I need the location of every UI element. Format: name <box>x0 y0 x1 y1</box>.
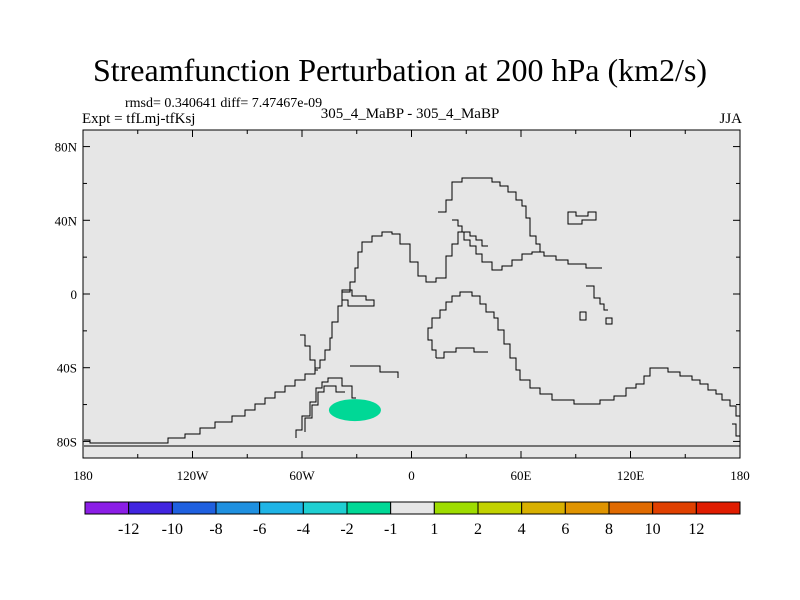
lon-tick-label: 180 <box>73 468 93 483</box>
colorbar-swatch <box>259 501 304 515</box>
colorbar-label: 6 <box>561 521 569 538</box>
colorbar-label: -1 <box>384 521 397 538</box>
coastline-ridge-mid <box>350 365 399 378</box>
coastline-islands-north <box>438 177 541 252</box>
colorbar-swatch <box>652 501 697 515</box>
coastline-islet-b <box>605 317 613 325</box>
colorbar-swatch <box>84 501 130 515</box>
colorbar-label: 8 <box>605 521 613 538</box>
coastline-islet-a <box>579 311 587 321</box>
lon-tick-label: 180 <box>730 468 750 483</box>
colorbar-swatch <box>215 501 261 515</box>
lon-tick-label: 0 <box>408 468 415 483</box>
coastline-ridge-west <box>300 334 318 371</box>
colorbar-label: -10 <box>162 521 183 538</box>
stats-label: rmsd= 0.340641 diff= 7.47467e-09 <box>125 96 323 111</box>
colorbar-swatch <box>128 501 173 515</box>
axis-ticks <box>82 130 741 458</box>
colorbar-swatch <box>477 501 523 515</box>
map-frame <box>82 129 741 459</box>
colorbar-label: 12 <box>688 521 704 538</box>
lat-tick-label: 40S <box>57 361 77 376</box>
colorbar-swatch <box>521 501 566 515</box>
coastline-arc <box>427 291 740 417</box>
coastlines <box>84 177 740 447</box>
lat-tick-label: 40N <box>55 213 78 228</box>
colorbar-label: -12 <box>118 521 139 538</box>
colorbar-label: 1 <box>430 521 438 538</box>
experiment-label: Expt = tfLmj-tfKsj <box>82 111 196 127</box>
coastline-lake <box>341 289 375 307</box>
colorbar-swatch <box>695 501 741 515</box>
coastline-ridge-link <box>436 347 488 359</box>
colorbar-label: 10 <box>645 521 661 538</box>
coastline-inner-north <box>452 219 488 247</box>
coastline-interior <box>295 377 356 438</box>
coastline-east-strait <box>586 285 608 311</box>
colorbar-label: -4 <box>297 521 310 538</box>
chart-title: Streamfunction Perturbation at 200 hPa (… <box>92 52 708 88</box>
colorbar-label: -2 <box>340 521 353 538</box>
colorbar-labels: -12 -10 -8 -6 -4 -2 -1 1 2 4 6 8 10 12 <box>118 521 704 538</box>
colorbar-swatch <box>390 501 435 515</box>
anomaly-contour <box>328 399 381 422</box>
colorbar-label: 4 <box>518 521 526 538</box>
colorbar-label: -8 <box>209 521 222 538</box>
colorbar-label: -6 <box>253 521 266 538</box>
lon-tick-label: 120E <box>617 468 645 483</box>
colorbar-swatch <box>346 501 392 515</box>
comparison-label: 305_4_MaBP - 305_4_MaBP <box>320 106 500 122</box>
coastline-south-rim <box>84 231 602 444</box>
lat-tick-label: 0 <box>71 287 78 302</box>
colorbar-swatch <box>564 501 610 515</box>
lon-tick-label: 120W <box>177 468 210 483</box>
latitude-labels: 80N 40N 0 40S 80S <box>55 140 78 450</box>
coastline-corner-east <box>732 423 740 437</box>
lon-tick-label: 60E <box>511 468 532 483</box>
lon-tick-label: 60W <box>289 468 315 483</box>
lat-tick-label: 80S <box>57 434 77 449</box>
colorbar-label: 2 <box>474 521 482 538</box>
colorbar <box>84 501 741 515</box>
longitude-labels: 180 120W 60W 0 60E 120E 180 <box>73 468 750 483</box>
season-label: JJA <box>719 111 742 127</box>
colorbar-swatch <box>171 501 217 515</box>
colorbar-swatch <box>302 501 348 515</box>
lat-tick-label: 80N <box>55 140 78 155</box>
colorbar-swatch <box>433 501 479 515</box>
colorbar-swatch <box>608 501 654 515</box>
coastline-east-island <box>567 211 597 225</box>
coastline-inner-ridge <box>304 385 345 432</box>
